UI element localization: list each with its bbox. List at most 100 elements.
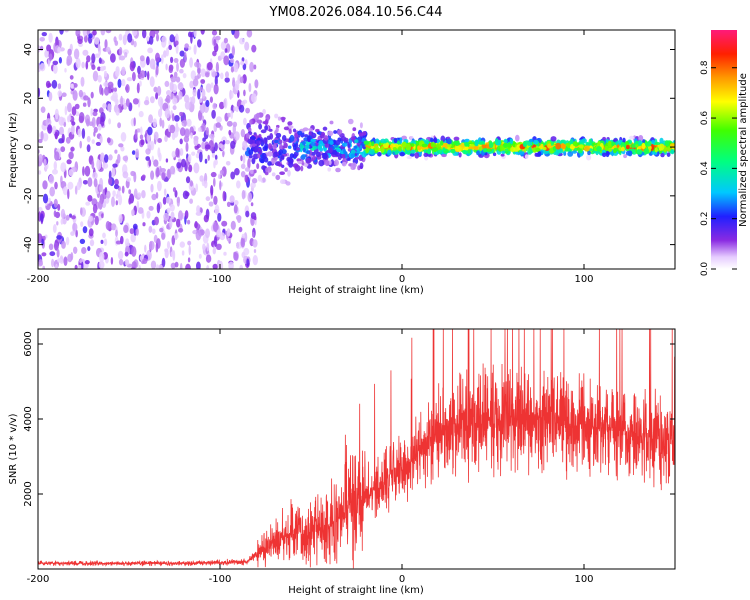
spectrogram-cell: [117, 122, 121, 129]
spectrogram-cell: [226, 201, 231, 207]
spectrogram-cell: [118, 46, 123, 56]
spectrogram-cell: [48, 243, 54, 251]
spectrogram-cell: [380, 146, 385, 153]
spectrogram-cell: [310, 138, 317, 143]
spectrogram-cell: [212, 263, 218, 269]
spectrogram-cell: [179, 50, 185, 57]
x-tick-label: -200: [27, 274, 50, 285]
spectrogram-cell: [266, 135, 271, 141]
spectrogram-cell: [73, 246, 78, 254]
spectrogram-cell: [153, 86, 158, 93]
spectrogram-cell: [245, 107, 251, 114]
colorbar-tick-label: 0.4: [700, 161, 710, 176]
spectrogram-cell: [58, 57, 63, 64]
spectrogram-cell: [596, 146, 602, 152]
spectrogram-cell: [157, 96, 164, 107]
spectrogram-cell: [246, 30, 253, 38]
spectrogram-cell: [341, 153, 346, 159]
spectrogram-cell: [235, 215, 242, 221]
spectrogram-cell: [170, 56, 174, 64]
spectrogram-cell: [239, 37, 245, 45]
spectrogram-cell: [308, 128, 313, 132]
spectrogram-cell: [196, 261, 201, 269]
spectrogram-cell: [212, 102, 217, 110]
spectrogram-cell: [171, 132, 176, 141]
spectrogram-cell: [92, 111, 98, 117]
y-tick-label: 20: [23, 92, 34, 105]
spectrogram-cell: [213, 236, 218, 248]
spectrogram-cell: [220, 144, 225, 151]
y-tick-label: 0: [23, 144, 34, 150]
spectrogram-cell: [113, 36, 117, 43]
spectrogram-cell: [63, 256, 68, 267]
spectrogram-cell: [250, 182, 256, 189]
spectrogram-cell: [207, 61, 213, 71]
spectrogram-cell: [192, 89, 197, 97]
spectrogram-cell: [204, 144, 211, 150]
spectrogram-cell: [209, 96, 213, 103]
spectrogram-cell: [112, 163, 118, 168]
spectrogram-cell: [275, 126, 279, 133]
spectrogram-cell: [63, 121, 67, 128]
spectrogram-cell: [135, 148, 140, 158]
spectrogram-cell: [220, 41, 227, 50]
spectrogram-cell: [81, 247, 87, 254]
spectrogram-cell: [161, 232, 166, 240]
spectrogram-cell: [40, 130, 44, 141]
spectrogram-cell: [228, 129, 232, 136]
spectrogram-cell: [226, 228, 231, 237]
spectrogram-cell: [200, 79, 206, 84]
spectrogram-cell: [42, 193, 49, 204]
spectrogram-cell: [512, 140, 516, 148]
spectrogram-cell: [74, 185, 78, 195]
spectrogram-cell: [74, 264, 78, 269]
spectrogram-cell: [185, 142, 189, 153]
spectrogram-cell: [292, 128, 297, 133]
spectrogram-frame: [37, 29, 676, 270]
spectrogram-cell: [67, 102, 72, 113]
spectrogram-cell: [194, 61, 200, 68]
spectrogram-cell: [198, 98, 203, 103]
spectrogram-cell: [39, 62, 46, 72]
spectrogram-cell: [44, 49, 49, 58]
spectrogram-cell: [231, 90, 234, 99]
spectrogram-cell: [99, 135, 103, 144]
spectrogram-cell: [293, 144, 297, 151]
spectrogram-cell: [264, 125, 268, 131]
spectrogram-cell: [602, 152, 607, 158]
spectrogram-cell: [578, 144, 584, 149]
spectrogram-cell: [392, 147, 397, 151]
spectrogram-cell: [327, 167, 332, 172]
spectrogram-cell: [159, 227, 164, 233]
spectrogram-cell: [191, 151, 196, 156]
spectrogram-cell: [85, 201, 91, 206]
spectrogram-cell: [248, 82, 252, 93]
spectrogram-cell: [114, 184, 119, 190]
spectrogram-cell: [327, 130, 334, 137]
spectrogram-cell: [216, 229, 222, 238]
spectrogram-cell: [301, 141, 307, 146]
spectrogram-cell: [267, 143, 273, 150]
spectrogram-cell: [120, 235, 124, 245]
spectrogram-cell: [68, 169, 74, 177]
spectrogram-cell: [492, 152, 497, 157]
spectrogram-cell: [106, 190, 111, 199]
spectrogram-cell: [53, 210, 57, 218]
spectrogram-cell: [46, 44, 52, 52]
spectrogram-cell: [130, 233, 136, 243]
spectrogram-cell: [213, 195, 218, 205]
spectrogram-cell: [288, 128, 292, 135]
snr-frame: [37, 328, 676, 570]
spectrogram-cell: [81, 261, 84, 269]
spectrogram-cell: [210, 171, 217, 178]
spectrogram-cell: [124, 259, 130, 266]
spectrogram-cell: [72, 90, 78, 101]
spectrogram-cell: [213, 177, 216, 187]
spectrogram-cell: [72, 83, 78, 88]
spectrogram-cell: [592, 142, 596, 146]
spectrogram-cell: [146, 56, 150, 66]
spectrogram-cell: [310, 141, 316, 147]
spectrogram-cell: [195, 183, 198, 192]
spectrogram-cell: [203, 214, 209, 223]
spectrogram-cell: [315, 151, 321, 158]
